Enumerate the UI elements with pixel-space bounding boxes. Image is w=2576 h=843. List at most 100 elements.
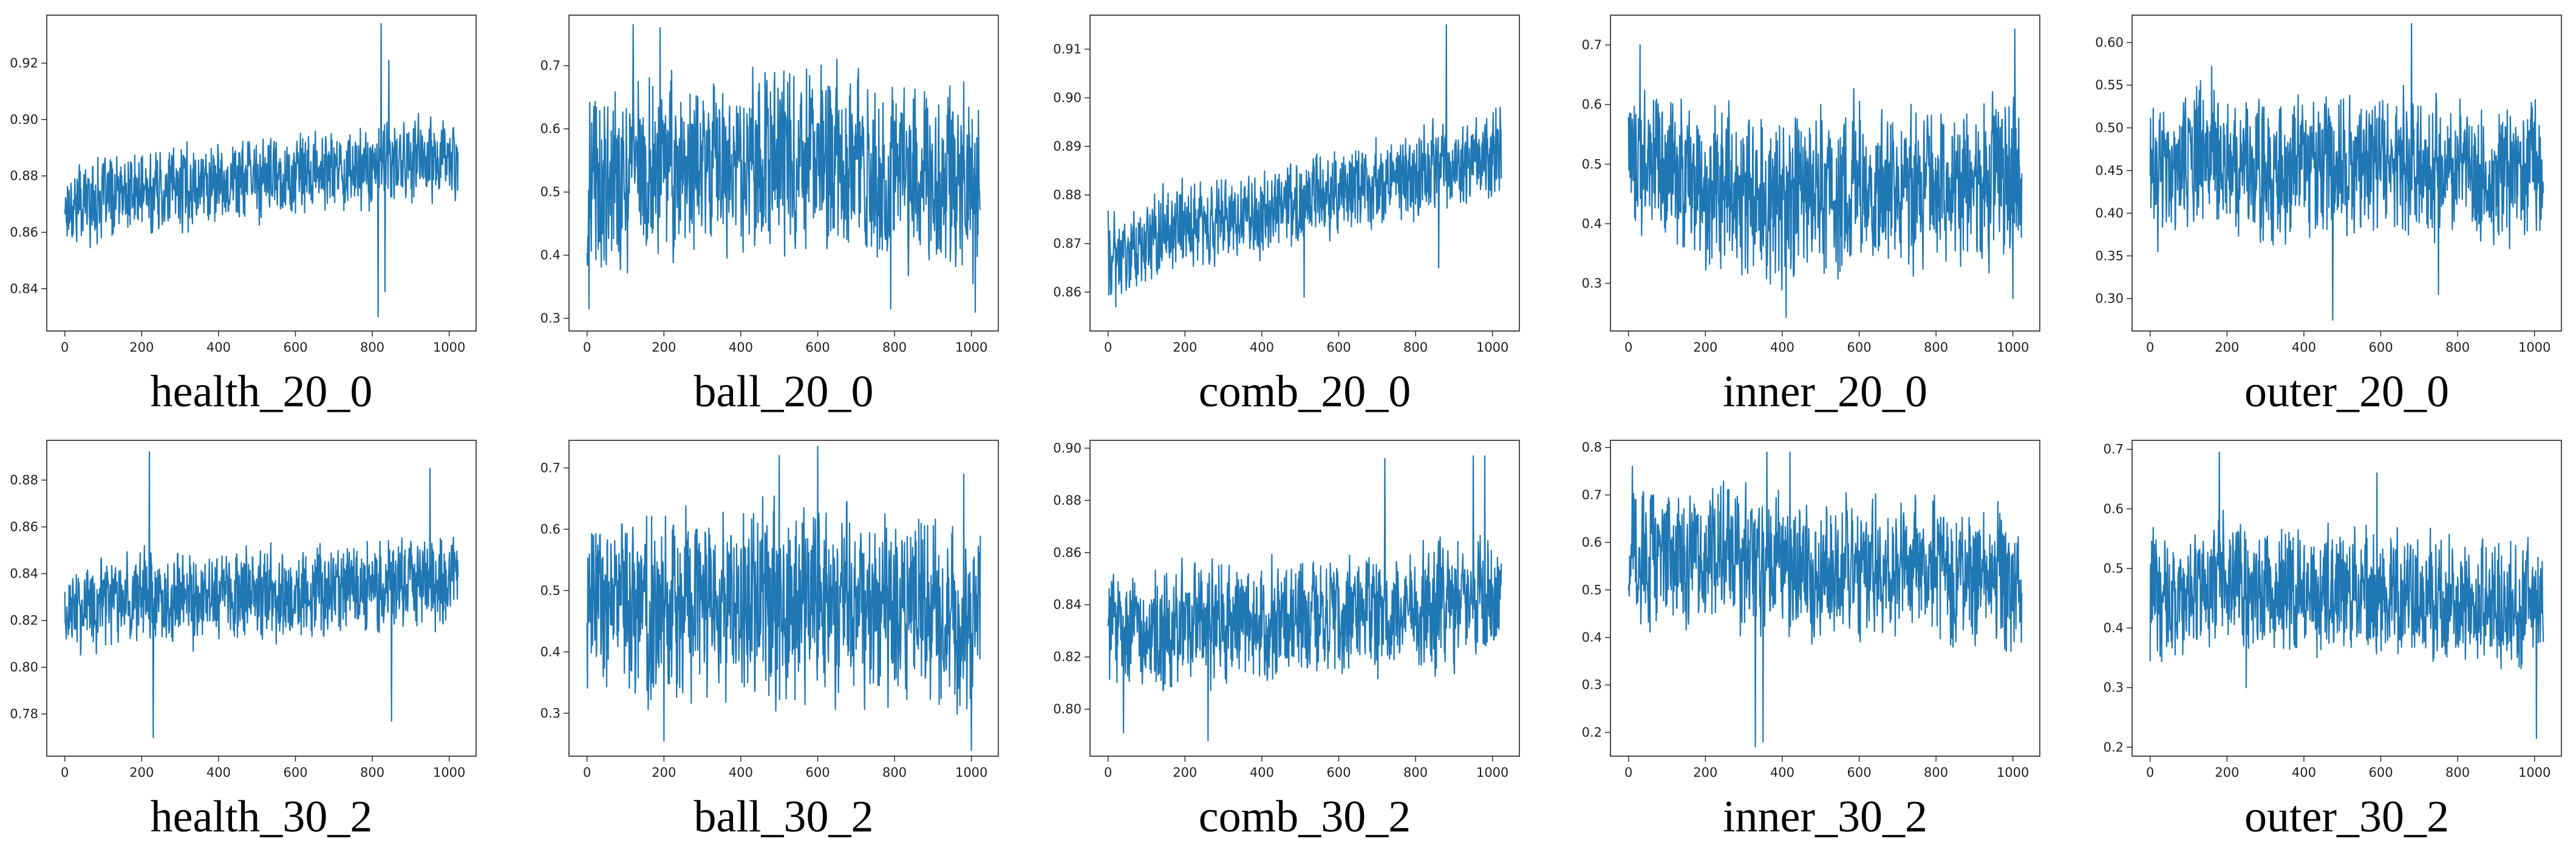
x-tick-label: 1000 xyxy=(433,765,465,780)
x-tick-label: 1000 xyxy=(433,340,465,355)
plot-frame xyxy=(46,15,477,332)
y-tick-label: 0.82 xyxy=(1053,650,1082,664)
x-tick-label: 200 xyxy=(129,765,154,780)
x-tick-label: 800 xyxy=(2445,340,2470,355)
series-line-inner_20_0 xyxy=(1627,28,2023,318)
x-tick-label: 600 xyxy=(2368,340,2393,355)
y-tick-label: 0.4 xyxy=(1582,630,1602,645)
x-tick-label: 600 xyxy=(1847,340,1871,355)
x-tick-label: 800 xyxy=(882,340,907,355)
y-tick-label: 0.82 xyxy=(10,613,38,628)
subplot-caption: comb_20_0 xyxy=(1199,367,1411,417)
x-tick-label: 600 xyxy=(1847,765,1871,780)
x-tick-label: 200 xyxy=(129,340,154,355)
subplot-ball_30_2: 0 200 400 600 800 1000 0.3 0.4 0.5 0.6 0.7 ball_30_… xyxy=(540,440,999,842)
y-tick-label: 0.35 xyxy=(2095,248,2124,263)
series-line-comb_30_2 xyxy=(1107,455,1502,742)
y-tick-label: 0.60 xyxy=(2095,35,2124,50)
subplot-caption: health_30_2 xyxy=(151,792,373,842)
x-tick-label: 1000 xyxy=(2518,765,2550,780)
x-tick-label: 800 xyxy=(360,765,384,780)
y-tick-label: 0.92 xyxy=(10,56,38,70)
x-tick-label: 800 xyxy=(360,340,384,355)
x-tick-label: 600 xyxy=(283,765,307,780)
x-tick-label: 600 xyxy=(805,765,830,780)
subplot-inner_20_0: 0 200 400 600 800 1000 0.3 0.4 0.5 0.6 0.7 inner_20… xyxy=(1582,15,2040,417)
y-tick-label: 0.3 xyxy=(540,311,561,326)
x-tick-label: 1000 xyxy=(955,340,987,355)
subplot-caption: outer_20_0 xyxy=(2244,367,2449,417)
x-tick-label: 400 xyxy=(206,340,231,355)
subplot-comb_20_0: 0 200 400 600 800 1000 0.86 0.87 0.88 0.89 0.90 0.9… xyxy=(1053,15,1520,417)
subplot-caption: inner_20_0 xyxy=(1723,367,1927,417)
plot-frame xyxy=(1089,15,1520,332)
series-line-inner_30_2 xyxy=(1627,451,2023,748)
x-tick-label: 1000 xyxy=(2518,340,2550,355)
y-tick-label: 0.90 xyxy=(10,112,38,127)
y-tick-label: 0.78 xyxy=(10,707,38,722)
y-tick-label: 0.5 xyxy=(2104,561,2124,576)
x-tick-label: 400 xyxy=(1250,340,1274,355)
x-tick-label: 600 xyxy=(2368,765,2393,780)
x-tick-label: 600 xyxy=(1326,765,1351,780)
y-tick-label: 0.89 xyxy=(1053,139,1082,154)
series-line-ball_30_2 xyxy=(586,446,981,751)
y-tick-label: 0.6 xyxy=(2104,502,2124,516)
x-tick-label: 800 xyxy=(882,765,907,780)
y-tick-label: 0.7 xyxy=(1582,488,1602,502)
x-tick-label: 400 xyxy=(1770,765,1794,780)
x-tick-label: 400 xyxy=(1770,340,1794,355)
y-tick-label: 0.7 xyxy=(1582,38,1602,52)
subplot-ball_20_0: 0 200 400 600 800 1000 0.3 0.4 0.5 0.6 0.7 ball_20_… xyxy=(540,15,999,417)
x-tick-label: 800 xyxy=(1924,340,1948,355)
series-line-outer_30_2 xyxy=(2149,451,2544,739)
x-tick-label: 600 xyxy=(283,340,307,355)
y-tick-label: 0.8 xyxy=(1582,440,1602,455)
x-tick-label: 400 xyxy=(729,340,753,355)
plot-frame xyxy=(2131,440,2562,757)
y-tick-label: 0.86 xyxy=(1053,285,1082,299)
y-tick-label: 0.88 xyxy=(1053,188,1082,202)
y-tick-label: 0.91 xyxy=(1053,42,1082,56)
subplot-caption: inner_30_2 xyxy=(1723,792,1927,842)
y-tick-label: 0.84 xyxy=(1053,598,1082,612)
y-tick-label: 0.6 xyxy=(540,522,561,536)
y-tick-label: 0.88 xyxy=(10,169,38,183)
y-tick-label: 0.80 xyxy=(1053,702,1082,717)
x-tick-label: 1000 xyxy=(955,765,987,780)
x-tick-label: 800 xyxy=(1403,765,1428,780)
x-tick-label: 200 xyxy=(1693,340,1717,355)
subplot-caption: outer_30_2 xyxy=(2244,792,2449,842)
x-tick-label: 200 xyxy=(652,340,676,355)
y-tick-label: 0.6 xyxy=(1582,97,1602,112)
y-tick-label: 0.5 xyxy=(1582,157,1602,171)
y-tick-label: 0.3 xyxy=(1582,276,1602,291)
x-tick-label: 1000 xyxy=(1997,340,2029,355)
y-tick-label: 0.3 xyxy=(2104,680,2124,695)
series-line-health_30_2 xyxy=(64,451,459,739)
x-tick-label: 400 xyxy=(2292,340,2316,355)
y-tick-label: 0.7 xyxy=(540,460,561,475)
y-tick-label: 0.5 xyxy=(1582,582,1602,597)
y-tick-label: 0.86 xyxy=(10,520,38,534)
x-tick-label: 0 xyxy=(1624,340,1632,355)
plot-frame xyxy=(1089,440,1520,757)
subplot-inner_30_2: 0 200 400 600 800 1000 0.2 0.3 0.4 0.5 0.6 0.7 0.8 in… xyxy=(1582,440,2040,842)
x-tick-label: 0 xyxy=(1104,765,1112,780)
y-tick-label: 0.45 xyxy=(2095,163,2124,178)
y-tick-label: 0.84 xyxy=(10,567,38,581)
subplot-caption: ball_30_2 xyxy=(694,792,874,842)
x-tick-label: 1000 xyxy=(1476,765,1508,780)
x-tick-label: 800 xyxy=(1403,340,1428,355)
subplot-caption: health_20_0 xyxy=(151,367,373,417)
y-tick-label: 0.4 xyxy=(1582,216,1602,231)
y-tick-label: 0.5 xyxy=(540,583,561,598)
y-tick-label: 0.90 xyxy=(1053,90,1082,105)
subplot-comb_30_2: 0 200 400 600 800 1000 0.80 0.82 0.84 0.86 0.88 0.9… xyxy=(1053,440,1520,842)
y-tick-label: 0.80 xyxy=(10,660,38,675)
x-tick-label: 800 xyxy=(2445,765,2470,780)
x-tick-label: 200 xyxy=(2215,765,2239,780)
plot-frame xyxy=(2131,15,2562,332)
series-line-ball_20_0 xyxy=(586,24,981,313)
